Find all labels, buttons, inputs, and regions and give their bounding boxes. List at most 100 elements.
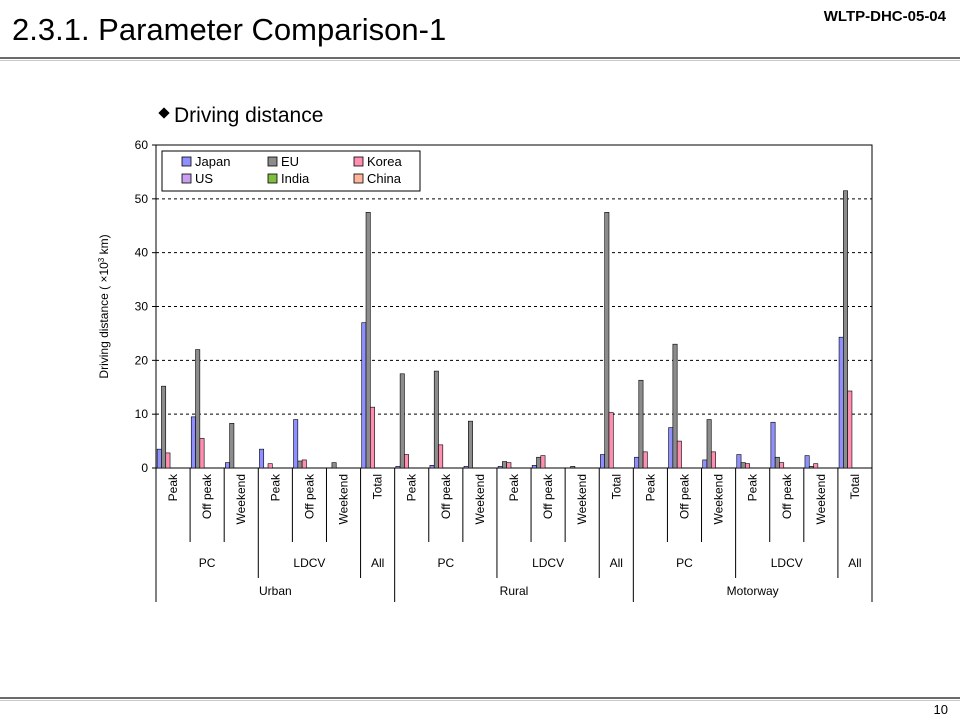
bar-korea — [540, 455, 546, 469]
legend-swatch-japan — [181, 156, 192, 167]
bar-japan — [225, 462, 230, 469]
category-label: Weekend — [473, 474, 487, 524]
category-label: Weekend — [712, 474, 726, 524]
bar-japan — [395, 466, 401, 469]
category-label: Off peak — [200, 473, 214, 519]
category-label: Peak — [405, 473, 419, 501]
document-code: WLTP-DHC-05-04 — [823, 8, 946, 25]
bar-korea — [199, 438, 205, 469]
vehicle-group-label: LDCV — [771, 556, 803, 570]
bar-japan — [702, 459, 708, 469]
bar-korea — [608, 412, 614, 469]
bar-korea — [438, 444, 444, 469]
bullet-heading: Driving distance — [158, 104, 324, 128]
legend-box — [161, 150, 421, 192]
bar-japan — [463, 466, 469, 469]
y-tick-label: 20 — [135, 353, 149, 367]
category-label: Peak — [268, 473, 282, 501]
bar-eu — [638, 379, 644, 469]
bar-japan — [497, 466, 503, 469]
road-group-label: Motorway — [727, 584, 779, 598]
vehicle-group-label: LDCV — [532, 556, 564, 570]
y-tick-label: 40 — [135, 246, 149, 260]
y-tick-label: 50 — [135, 192, 149, 206]
bullet-text: Driving distance — [174, 104, 324, 127]
vehicle-group-label: PC — [437, 556, 454, 570]
category-label: Weekend — [337, 474, 351, 524]
category-label: Weekend — [575, 474, 589, 524]
bar-eu — [229, 423, 235, 469]
vehicle-group-label: All — [848, 556, 861, 570]
y-tick-label: 60 — [135, 138, 149, 152]
bar-japan — [804, 455, 810, 469]
bar-japan — [668, 427, 674, 469]
bar-eu — [297, 460, 303, 469]
bar-eu — [843, 190, 848, 469]
bar-japan — [770, 421, 776, 469]
category-label: Total — [848, 474, 862, 499]
bar-korea — [710, 451, 716, 469]
bar-japan — [361, 322, 367, 469]
bar-eu — [570, 466, 576, 469]
bar-japan — [600, 454, 605, 469]
y-axis-label: Driving distance ( ×103 km) — [97, 234, 112, 378]
slide-title: 2.3.1. Parameter Comparison-1 — [12, 12, 447, 47]
footer-rule — [0, 697, 960, 699]
bar-japan — [293, 419, 299, 469]
bar-eu — [672, 343, 678, 469]
bar-korea — [165, 452, 171, 469]
bar-japan — [429, 465, 435, 469]
bar-korea — [642, 451, 648, 469]
bar-korea — [847, 390, 853, 469]
y-axis-label-unit: km) — [97, 234, 111, 257]
bar-korea — [676, 440, 682, 469]
vehicle-group-label: LDCV — [293, 556, 325, 570]
bar-eu — [161, 385, 167, 469]
road-group-label: Rural — [500, 584, 529, 598]
bar-eu — [331, 462, 337, 469]
bar-eu — [808, 466, 814, 469]
bar-japan — [531, 465, 537, 469]
y-tick-label: 0 — [141, 461, 148, 475]
footer-rule-light — [0, 700, 960, 701]
legend-swatch-us — [181, 173, 192, 184]
vehicle-group-label: PC — [199, 556, 216, 570]
bar-eu — [740, 462, 746, 469]
page-number: 10 — [933, 702, 948, 717]
bar-eu — [399, 373, 405, 469]
vehicle-group-label: All — [610, 556, 623, 570]
bar-korea — [301, 459, 307, 469]
legend-label-india: India — [281, 171, 310, 186]
bar-korea — [267, 463, 273, 469]
bar-japan — [190, 416, 196, 469]
bar-japan — [736, 454, 742, 469]
bar-korea — [813, 463, 819, 469]
legend-label-korea: Korea — [367, 154, 402, 169]
legend-label-china: China — [367, 171, 402, 186]
category-label: Peak — [166, 473, 180, 501]
category-label: Total — [609, 474, 623, 499]
category-label: Weekend — [234, 474, 248, 524]
legend-label-japan: Japan — [195, 154, 230, 169]
bar-korea — [370, 406, 375, 469]
category-label: Total — [371, 474, 385, 499]
category-label: Off peak — [677, 473, 691, 519]
bar-eu — [365, 211, 371, 469]
legend-swatch-eu — [267, 156, 278, 167]
y-axis-label-text: Driving distance ( ×10 — [97, 262, 111, 379]
bar-eu — [433, 370, 439, 469]
bar-japan — [259, 448, 265, 469]
category-label: Peak — [643, 473, 657, 501]
bar-japan — [838, 336, 844, 469]
road-group-label: Urban — [259, 584, 292, 598]
category-label: Peak — [746, 473, 760, 501]
legend-swatch-china — [353, 173, 364, 184]
category-label: Off peak — [302, 473, 316, 519]
legend-label-eu: EU — [281, 154, 299, 169]
vehicle-group-label: All — [371, 556, 384, 570]
legend-swatch-india — [267, 173, 278, 184]
category-label: Weekend — [814, 474, 828, 524]
bar-eu — [502, 461, 507, 469]
y-tick-label: 10 — [135, 407, 149, 421]
